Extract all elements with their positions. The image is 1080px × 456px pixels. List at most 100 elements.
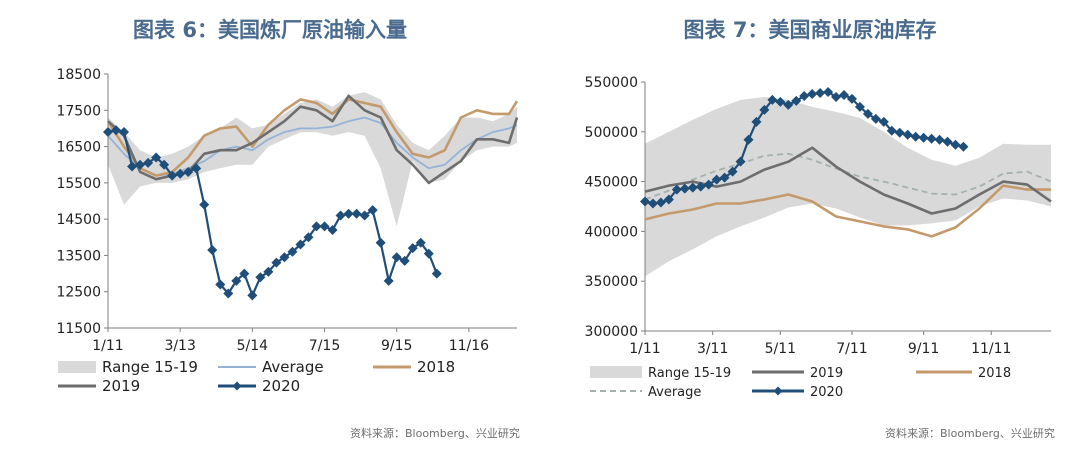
left-x-tick-label: 9/15 xyxy=(381,338,412,354)
right-point-2020 xyxy=(735,156,746,167)
right-y-tick-label: 300000 xyxy=(585,324,638,340)
left-y-tick-label: 18500 xyxy=(56,67,101,83)
left-chart: 11500 12500 13500 14500 15500 16500 17500 18500… xyxy=(56,67,519,395)
right-point-2020 xyxy=(719,172,730,183)
right-legend-label-2019: 2019 xyxy=(810,366,843,381)
left-y-tick-label: 12500 xyxy=(56,285,101,301)
left-point-2020 xyxy=(399,255,410,266)
right-x-tick-label: 7/11 xyxy=(836,341,867,357)
right-y-tick-label: 450000 xyxy=(585,175,638,191)
left-legend-label-2020: 2020 xyxy=(262,377,300,395)
left-point-2020 xyxy=(191,163,202,174)
left-point-2020 xyxy=(351,208,362,219)
left-point-2020 xyxy=(151,152,162,163)
left-y-tick-label: 17500 xyxy=(56,103,101,119)
right-point-2020 xyxy=(862,108,873,119)
left-range-band xyxy=(108,92,517,227)
left-point-2020 xyxy=(167,170,178,181)
right-x-tick-label: 9/11 xyxy=(908,341,939,357)
right-point-2020 xyxy=(854,101,865,112)
left-point-2020 xyxy=(175,168,186,179)
left-legend-label-average: Average xyxy=(262,358,324,376)
right-series-average-line xyxy=(644,152,1052,201)
left-legend-marker-2020 xyxy=(232,381,242,391)
left-point-2020 xyxy=(215,279,226,290)
left-point-2020 xyxy=(263,266,274,277)
left-point-2020 xyxy=(207,244,218,255)
left-point-2020 xyxy=(295,239,306,250)
left-point-2020 xyxy=(391,252,402,263)
left-y-tick-label: 11500 xyxy=(56,321,101,337)
left-point-2020 xyxy=(103,127,113,138)
right-point-2020 xyxy=(783,99,794,110)
left-chart-title: 图表 6：美国炼厂原油输入量 xyxy=(133,18,407,42)
left-point-2020 xyxy=(383,275,394,286)
left-point-2020 xyxy=(311,221,322,232)
left-point-2020 xyxy=(375,237,386,248)
right-point-2020 xyxy=(894,127,905,138)
left-point-2020 xyxy=(287,246,298,257)
right-point-2020 xyxy=(791,95,802,106)
left-point-2020 xyxy=(319,221,330,232)
left-point-2020 xyxy=(415,237,426,248)
right-point-2020 xyxy=(831,91,842,102)
left-point-2020 xyxy=(183,166,194,177)
right-point-2020 xyxy=(743,134,754,145)
left-point-2020 xyxy=(327,225,338,236)
right-point-2020 xyxy=(711,174,722,185)
left-x-tick-label: 5/14 xyxy=(237,338,269,354)
left-x-tick-label: 7/15 xyxy=(309,338,340,354)
right-point-2020 xyxy=(878,116,889,127)
right-series-2019-line xyxy=(644,146,1052,215)
left-legend-label-range-15-19: Range 15-19 xyxy=(102,358,198,376)
right-point-2020 xyxy=(807,88,818,99)
left-point-2020 xyxy=(135,159,146,170)
right-y-tick-label: 350000 xyxy=(585,274,638,290)
left-point-2020 xyxy=(343,208,354,219)
right-point-2020 xyxy=(926,133,937,144)
left-legend-swatch-range-15-19 xyxy=(58,361,96,373)
left-x-tick-label: 1/11 xyxy=(92,338,123,354)
left-point-2020 xyxy=(303,232,314,243)
right-point-2020 xyxy=(799,90,810,101)
right-point-2020 xyxy=(695,181,706,192)
right-chart-title: 图表 7：美国商业原油库存 xyxy=(683,18,937,42)
right-point-2020 xyxy=(910,131,921,142)
right-point-2020 xyxy=(663,194,674,205)
right-point-2020 xyxy=(902,129,913,140)
right-x-tick-label: 5/11 xyxy=(765,341,796,357)
right-point-2020 xyxy=(751,116,762,127)
left-y-tick-label: 13500 xyxy=(56,248,101,264)
right-series-2018-line xyxy=(644,184,1051,238)
right-point-2020 xyxy=(886,125,897,136)
left-point-2020 xyxy=(279,252,290,263)
right-x-tick-label: 1/11 xyxy=(629,341,660,357)
right-point-2020 xyxy=(655,197,666,208)
right-point-2020 xyxy=(934,134,945,145)
right-point-2020 xyxy=(671,184,682,195)
left-legend-label-2019: 2019 xyxy=(102,377,140,395)
right-y-tick-label: 400000 xyxy=(585,224,638,240)
left-source-note: 资料来源：Bloomberg、兴业研究 xyxy=(350,427,520,440)
right-x-tick-label: 3/11 xyxy=(697,341,728,357)
right-point-2020 xyxy=(767,94,778,105)
right-point-2020 xyxy=(679,183,690,194)
right-y-tick-label: 500000 xyxy=(585,125,638,141)
right-point-2020 xyxy=(870,113,881,124)
right-point-2020 xyxy=(918,132,929,143)
right-point-2020 xyxy=(815,87,826,98)
right-point-2020 xyxy=(727,166,738,177)
right-point-2020 xyxy=(823,86,834,97)
left-point-2020 xyxy=(367,205,378,216)
left-point-2020 xyxy=(119,127,130,138)
left-point-2020 xyxy=(407,243,418,254)
left-point-2020 xyxy=(143,157,154,168)
left-point-2020 xyxy=(247,290,258,301)
right-point-2020 xyxy=(640,196,650,207)
left-point-2020 xyxy=(423,248,434,259)
left-point-2020 xyxy=(223,288,234,299)
right-series-2020-line xyxy=(644,90,964,205)
right-legend-swatch-range-15-19 xyxy=(590,366,642,378)
right-point-2020 xyxy=(647,198,658,209)
left-y-tick-label: 14500 xyxy=(56,212,101,228)
